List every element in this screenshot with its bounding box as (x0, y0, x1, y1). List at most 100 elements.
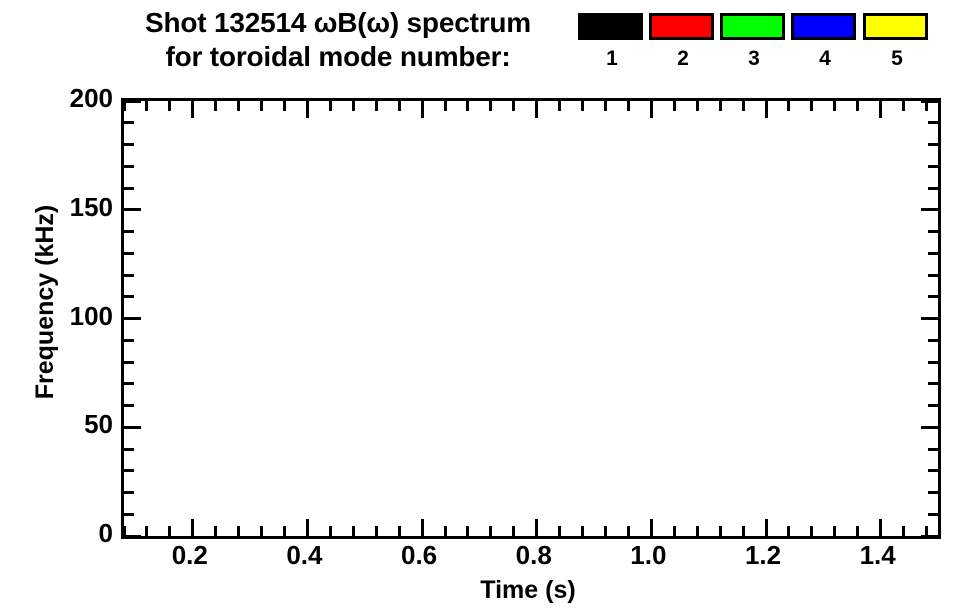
axis-tick (764, 519, 768, 536)
axis-tick (928, 382, 938, 386)
axis-tick (928, 230, 938, 233)
axis-tick (397, 101, 401, 111)
axis-tick (145, 101, 149, 111)
axis-tick (925, 101, 929, 111)
axis-tick (328, 101, 332, 111)
axis-tick (902, 526, 906, 536)
axis-tick (124, 295, 134, 299)
axis-tick (124, 469, 134, 473)
axis-tick (443, 101, 447, 111)
axis-tick (420, 101, 424, 118)
legend-entry-1: 1 (578, 13, 646, 71)
x-axis-tick-labels: 0.2 0.4 0.6 0.8 1.0 1.2 1.4 (121, 541, 935, 575)
axis-tick (124, 230, 134, 233)
axis-tick (122, 101, 126, 111)
axis-tick (260, 101, 264, 111)
axis-tick (928, 447, 938, 451)
axis-tick (787, 101, 791, 111)
legend-entry-4: 4 (791, 13, 859, 71)
legend-label-1: 1 (606, 47, 618, 70)
legend-swatch-1 (578, 13, 643, 40)
plot-canvas (124, 101, 938, 536)
axis-tick (466, 526, 470, 536)
axis-tick (124, 534, 141, 538)
axis-tick (695, 101, 699, 111)
axis-tick (581, 101, 585, 111)
axis-tick (833, 526, 837, 536)
axis-tick (124, 338, 134, 342)
axis-tick (810, 526, 814, 536)
axis-tick (856, 101, 860, 111)
axis-tick (928, 251, 938, 255)
axis-tick (124, 512, 134, 516)
axis-tick (626, 526, 630, 536)
y-tick-label: 50 (84, 409, 113, 440)
axis-tick (741, 526, 745, 536)
axis-tick (649, 519, 653, 536)
chart-title-line-1-text: Shot 132514 ωB(ω) spectrum (145, 7, 531, 38)
axis-tick (764, 101, 768, 118)
axis-tick (145, 526, 149, 536)
axis-tick (928, 295, 938, 299)
axis-tick (124, 143, 134, 146)
axis-tick (237, 526, 241, 536)
axis-tick (928, 360, 938, 364)
axis-tick (928, 186, 938, 190)
axis-tick (124, 208, 141, 212)
axis-tick (928, 469, 938, 473)
axis-tick (328, 526, 332, 536)
axis-tick (443, 526, 447, 536)
axis-tick (283, 526, 286, 536)
axis-tick (466, 101, 470, 111)
axis-tick (168, 101, 172, 111)
axis-tick (535, 101, 539, 118)
axis-tick (351, 526, 355, 536)
legend-entry-5: 5 (863, 13, 931, 71)
axis-tick (124, 99, 141, 103)
y-tick-label: 0 (98, 518, 113, 548)
legend-label-4: 4 (819, 47, 831, 70)
axis-tick (512, 101, 516, 111)
legend-label-5: 5 (891, 47, 903, 70)
axis-tick (921, 208, 938, 212)
axis-tick (695, 526, 699, 536)
axis-tick (810, 101, 814, 111)
axis-tick (214, 526, 218, 536)
axis-tick (921, 317, 938, 320)
axis-tick (237, 101, 241, 111)
axis-tick (928, 404, 938, 407)
axis-tick (124, 251, 134, 255)
axis-tick (124, 317, 141, 320)
axis-tick (124, 382, 134, 386)
axis-tick (718, 101, 722, 111)
axis-tick (124, 491, 134, 494)
x-tick-label: 0.6 (401, 540, 438, 570)
x-tick-label: 1.4 (859, 540, 896, 570)
x-tick-label: 1.2 (744, 540, 782, 570)
axis-tick (787, 526, 791, 536)
axis-tick (921, 425, 938, 429)
y-axis-title: Frequency (kHz) (31, 204, 59, 400)
y-axis-tick-labels: 0 50 100 150 200 (28, 85, 113, 546)
axis-tick (374, 101, 378, 111)
legend-label-3: 3 (748, 47, 760, 70)
axis-tick (928, 121, 938, 125)
axis-tick (512, 526, 516, 536)
legend-label-2: 2 (677, 47, 689, 70)
x-tick-label: 1.0 (630, 540, 667, 570)
axis-tick (168, 526, 172, 536)
y-tick-label: 150 (69, 191, 113, 222)
axis-tick (191, 101, 195, 118)
axis-tick (928, 164, 938, 168)
legend: 1 2 3 4 5 (578, 13, 958, 91)
axis-tick (558, 101, 562, 111)
axis-tick (921, 99, 938, 103)
axis-tick (489, 101, 493, 111)
axis-tick (856, 526, 860, 536)
plot-area (121, 98, 941, 539)
chart-title: Shot 132514 ωB(ω) spectrum for toroidal … (0, 6, 676, 74)
axis-tick (649, 101, 653, 118)
axis-tick (305, 101, 309, 118)
y-tick-label: 200 (69, 83, 113, 113)
